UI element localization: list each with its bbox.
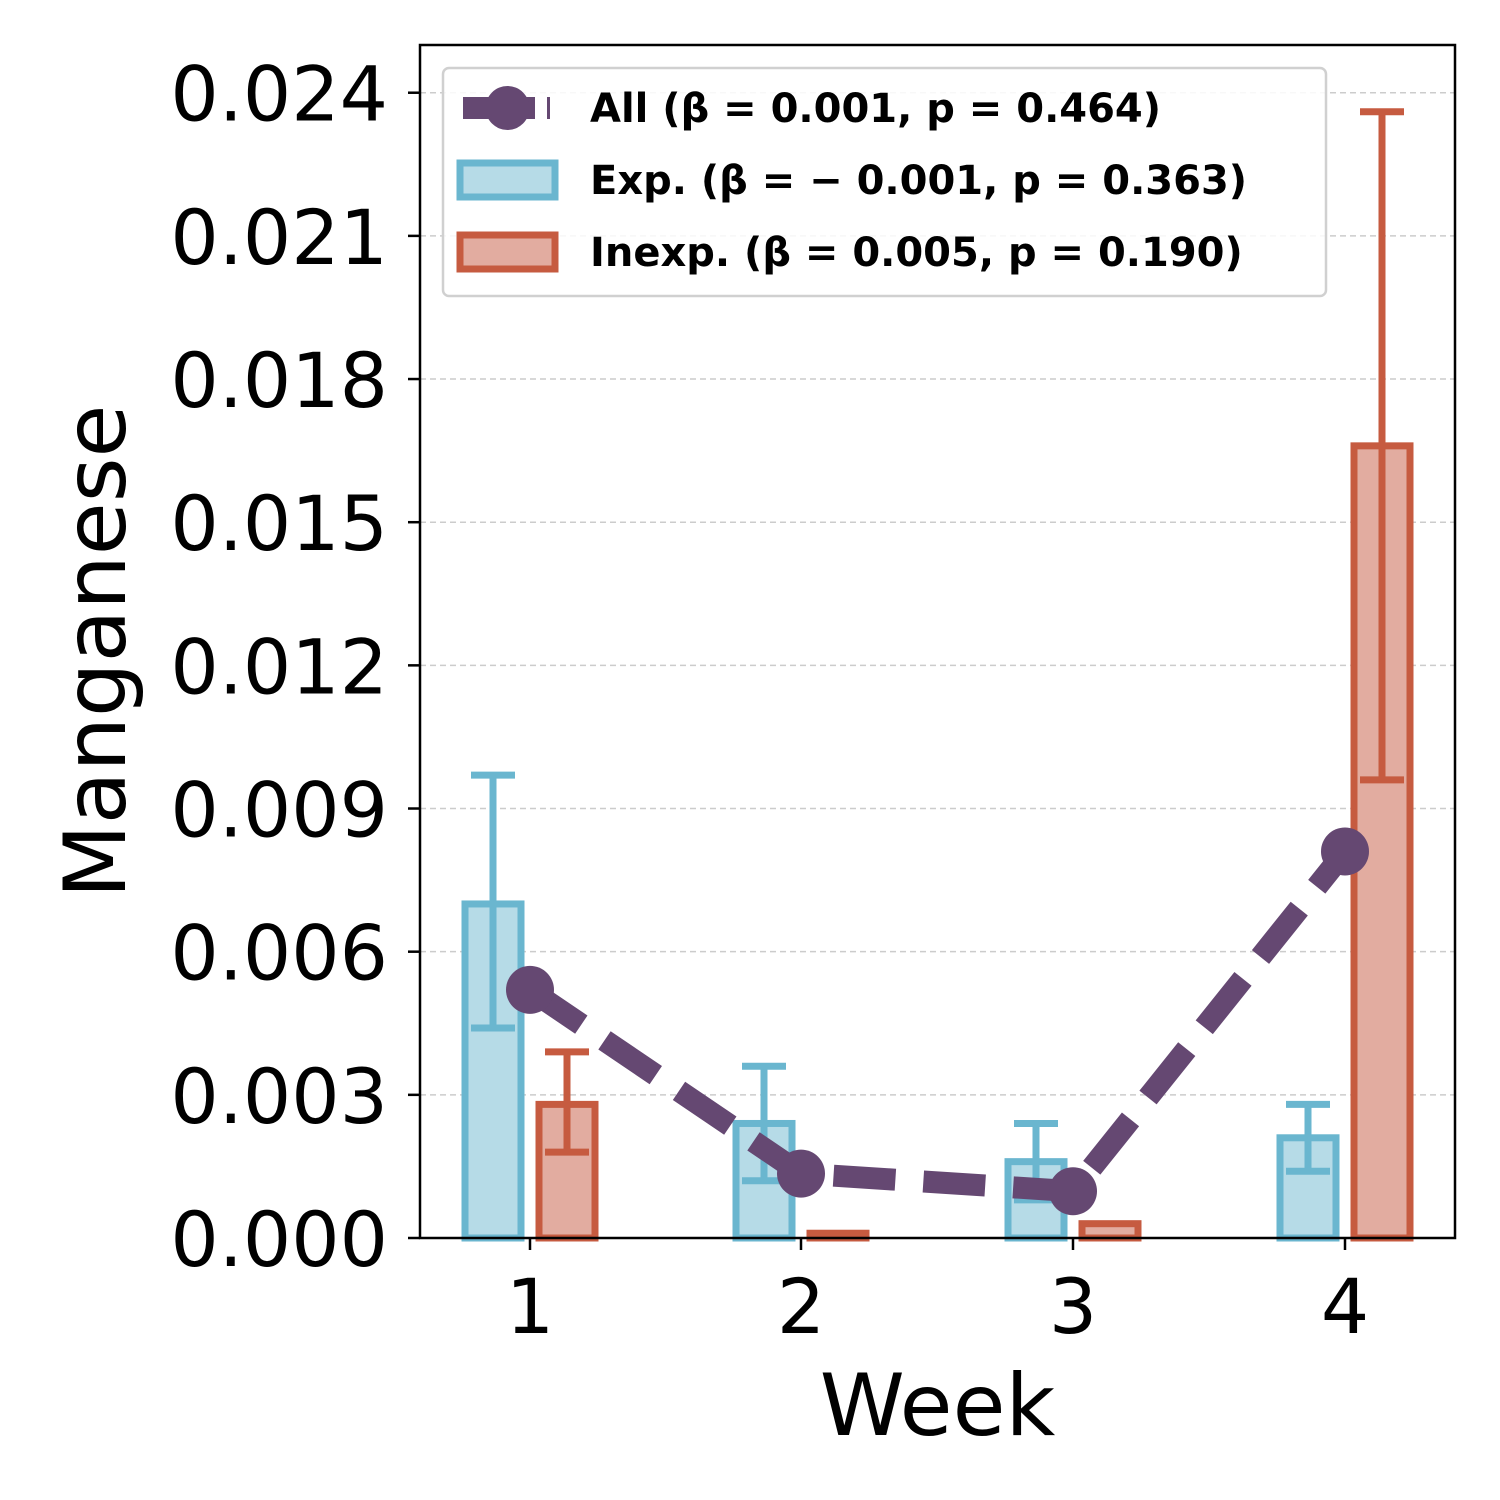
all-marker bbox=[1049, 1167, 1097, 1216]
y-axis-ticks: 0.000 0.003 0.006 0.009 0.012 0.015 0.018 0.021… bbox=[170, 50, 420, 1284]
all-marker bbox=[1321, 827, 1369, 876]
y-tick-label: 0.015 bbox=[170, 479, 388, 568]
all-marker bbox=[777, 1149, 825, 1198]
bar-inexp bbox=[1078, 1220, 1142, 1242]
y-tick-label: 0.003 bbox=[170, 1052, 388, 1141]
legend-entries: All (β = 0.001, p = 0.464) Exp. (β = − 0.… bbox=[456, 86, 1247, 276]
legend-label: Exp. (β = − 0.001, p = 0.363) bbox=[590, 158, 1247, 204]
legend: All (β = 0.001, p = 0.464) Exp. (β = − 0.… bbox=[441, 66, 1328, 298]
y-tick-label: 0.018 bbox=[170, 336, 388, 425]
y-tick-label: 0.024 bbox=[170, 50, 388, 139]
legend-marker-all bbox=[485, 86, 530, 130]
x-axis-label: Week bbox=[820, 1356, 1056, 1456]
y-tick-label: 0.012 bbox=[170, 622, 388, 711]
x-tick-label: 4 bbox=[1321, 1262, 1369, 1351]
x-axis-ticks: 1 2 3 4 bbox=[506, 1238, 1369, 1351]
legend-label: All (β = 0.001, p = 0.464) bbox=[590, 86, 1161, 132]
legend-handle-inexp bbox=[456, 231, 559, 273]
bars bbox=[461, 442, 1414, 1242]
y-axis-label: Manganese bbox=[46, 405, 146, 899]
x-tick-label: 1 bbox=[506, 1262, 554, 1351]
legend-box bbox=[441, 66, 1328, 298]
y-tick-label: 0.021 bbox=[170, 193, 388, 282]
y-tick-label: 0.009 bbox=[170, 766, 388, 855]
legend-label: Inexp. (β = 0.005, p = 0.190) bbox=[590, 230, 1243, 276]
x-tick-label: 3 bbox=[1049, 1262, 1097, 1351]
plot-frame bbox=[418, 43, 1457, 1240]
legend-handle-exp bbox=[456, 159, 559, 201]
all-series-line bbox=[506, 827, 1369, 1216]
all-line-path bbox=[523, 844, 1354, 1203]
all-marker bbox=[506, 965, 554, 1014]
x-tick-label: 2 bbox=[777, 1262, 825, 1351]
y-tick-label: 0.000 bbox=[170, 1195, 388, 1284]
y-tick-label: 0.006 bbox=[170, 909, 388, 998]
